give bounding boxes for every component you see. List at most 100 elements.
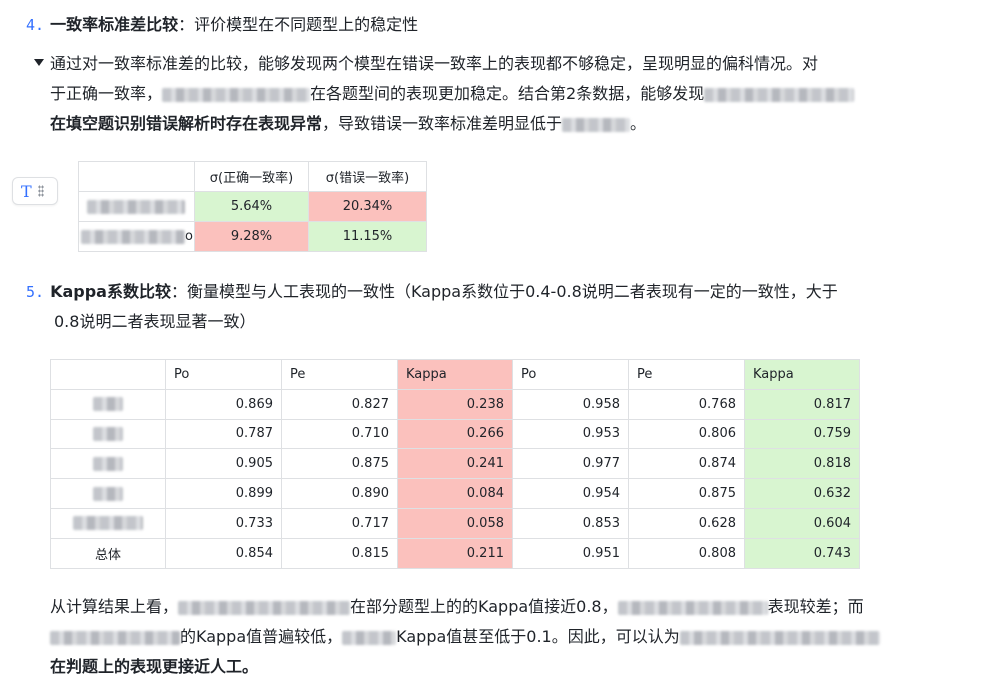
table-header-cell[interactable]: Po	[165, 359, 282, 390]
table-cell[interactable]: 0.905	[165, 448, 282, 480]
redacted-model-name	[50, 630, 180, 645]
table-row-label[interactable]	[50, 478, 166, 509]
table-cell[interactable]: 0.733	[165, 507, 282, 539]
para-line-3: 在填空题识别错误解析时存在表现异常，导致错误一致率标准差明显低于。	[50, 114, 647, 133]
table-row: 0.905 0.875 0.241 0.977 0.874 0.818	[50, 448, 860, 480]
para-line-2: 于正确一致率， 在各题型间的表现更加稳定。结合第2条数据，能够发现	[50, 79, 950, 109]
redacted-category-name	[93, 397, 123, 412]
para-line-1: 通过对一致率标准差的比较，能够发现两个模型在错误一致率上的表现都不够稳定，呈现明…	[50, 54, 819, 73]
table-cell[interactable]: 0.815	[281, 537, 398, 569]
table-cell[interactable]: 0.806	[628, 418, 745, 450]
table-cell[interactable]: 11.15%	[308, 221, 427, 252]
sigma-table: σ(正确一致率) σ(错误一致率) 5.64% 20.34% o 9.28% 1…	[78, 161, 427, 252]
section-4-heading: 4. 一致率标准差比较：评价模型在不同题型上的稳定性	[26, 12, 418, 38]
table-row-label[interactable]	[50, 507, 166, 539]
redacted-model-name	[617, 600, 768, 615]
table-header-cell[interactable]: Kappa	[397, 359, 513, 390]
table-cell[interactable]: 0.854	[165, 537, 282, 569]
section-4-number: 4.	[26, 16, 45, 34]
redacted-model-name	[562, 117, 631, 132]
redacted-model-name	[704, 87, 855, 102]
table-cell[interactable]: 0.717	[281, 507, 398, 539]
table-header-cell[interactable]: Kappa	[744, 359, 860, 390]
table-row: Po Pe Kappa Po Pe Kappa	[50, 359, 860, 390]
table-cell[interactable]: 0.787	[165, 418, 282, 450]
table-header-cell[interactable]: Po	[512, 359, 629, 390]
conclusion-line-2: 的Kappa值普遍较低， Kappa值甚至低于0.1。因此，可以认为	[50, 622, 950, 652]
table-row-label[interactable]	[50, 388, 166, 420]
table-cell[interactable]: 0.977	[512, 448, 629, 480]
redacted-category-name	[93, 456, 123, 471]
table-cell[interactable]: 0.084	[397, 478, 513, 509]
table-cell[interactable]: 0.743	[744, 537, 860, 569]
table-header-cell[interactable]: σ(错误一致率)	[308, 161, 427, 192]
table-header-cell[interactable]: Pe	[628, 359, 745, 390]
table-cell[interactable]: 0.818	[744, 448, 860, 480]
section-5-desc: ：衡量模型与人工表现的一致性（Kappa系数位于0.4-0.8说明二者表现有一定…	[170, 282, 838, 301]
table-cell[interactable]: 0.875	[628, 478, 745, 509]
table-cell[interactable]: 0.710	[281, 418, 398, 450]
table-cell[interactable]	[50, 359, 166, 390]
table-cell[interactable]: 0.954	[512, 478, 629, 509]
table-cell[interactable]: 0.241	[397, 448, 513, 480]
section-4-paragraph: 通过对一致率标准差的比较，能够发现两个模型在错误一致率上的表现都不够稳定，呈现明…	[50, 49, 950, 139]
table-cell[interactable]: 0.875	[281, 448, 398, 480]
table-cell[interactable]: 20.34%	[308, 191, 427, 222]
table-cell[interactable]: 0.874	[628, 448, 745, 480]
redacted-category-name	[93, 486, 123, 501]
text-type-icon: T	[21, 181, 32, 201]
table-cell[interactable]	[78, 161, 195, 192]
redacted-category-name	[73, 516, 143, 531]
table-row-label[interactable]	[50, 418, 166, 450]
table-cell[interactable]: 0.604	[744, 507, 860, 539]
table-row-label[interactable]: o	[78, 221, 195, 252]
table-cell[interactable]: 0.238	[397, 388, 513, 420]
table-cell[interactable]: 9.28%	[194, 221, 309, 252]
table-row: 总体 0.854 0.815 0.211 0.951 0.808 0.743	[50, 537, 860, 569]
table-row-label[interactable]	[50, 448, 166, 480]
redacted-category-name	[93, 426, 123, 441]
table-cell[interactable]: 0.759	[744, 418, 860, 450]
table-cell[interactable]: 0.869	[165, 388, 282, 420]
redacted-model-name	[342, 630, 397, 645]
table-row: 0.733 0.717 0.058 0.853 0.628 0.604	[50, 507, 860, 539]
table-cell[interactable]: 0.953	[512, 418, 629, 450]
table-row: 0.869 0.827 0.238 0.958 0.768 0.817	[50, 388, 860, 420]
table-cell[interactable]: 0.817	[744, 388, 860, 420]
kappa-table: Po Pe Kappa Po Pe Kappa 0.869 0.827 0.238 0…	[50, 359, 860, 569]
conclusion-paragraph: 从计算结果上看， 在部分题型上的的Kappa值接近0.8， 表现较差；而 的Kapp…	[50, 592, 950, 682]
table-header-cell[interactable]: σ(正确一致率)	[194, 161, 309, 192]
table-row-label[interactable]: 总体	[50, 537, 166, 569]
collapse-triangle-icon[interactable]	[34, 56, 46, 70]
table-cell[interactable]: 0.211	[397, 537, 513, 569]
table-cell[interactable]: 0.768	[628, 388, 745, 420]
table-cell[interactable]: 0.058	[397, 507, 513, 539]
table-cell[interactable]: 0.266	[397, 418, 513, 450]
section-5-desc-cont: 0.8说明二者表现显著一致）	[54, 312, 256, 331]
section-4-desc: ：评价模型在不同题型上的稳定性	[178, 15, 419, 34]
table-row: σ(正确一致率) σ(错误一致率)	[78, 161, 427, 192]
table-cell[interactable]: 0.899	[165, 478, 282, 509]
drag-handle-icon[interactable]	[37, 185, 44, 197]
table-cell[interactable]: 0.853	[512, 507, 629, 539]
table-row: o 9.28% 11.15%	[78, 221, 427, 252]
section-5-number: 5.	[26, 283, 45, 301]
table-row-label[interactable]	[78, 191, 195, 222]
table-cell[interactable]: 0.890	[281, 478, 398, 509]
table-cell[interactable]: 0.628	[628, 507, 745, 539]
table-cell[interactable]: 0.632	[744, 478, 860, 509]
section-5-title: Kappa系数比较	[50, 282, 171, 301]
table-cell[interactable]: 0.808	[628, 537, 745, 569]
section-4-title: 一致率标准差比较	[50, 15, 179, 34]
table-cell[interactable]: 0.951	[512, 537, 629, 569]
table-header-cell[interactable]: Pe	[281, 359, 398, 390]
table-row: 0.899 0.890 0.084 0.954 0.875 0.632	[50, 478, 860, 509]
redacted-model-name	[679, 630, 880, 645]
redacted-model-name	[162, 87, 311, 102]
section-5-heading: 5. Kappa系数比较：衡量模型与人工表现的一致性（Kappa系数位于0.4-0…	[26, 277, 946, 337]
redacted-model-name	[87, 199, 185, 214]
block-type-button[interactable]: T	[12, 177, 58, 205]
table-cell[interactable]: 0.958	[512, 388, 629, 420]
table-cell[interactable]: 5.64%	[194, 191, 309, 222]
table-cell[interactable]: 0.827	[281, 388, 398, 420]
